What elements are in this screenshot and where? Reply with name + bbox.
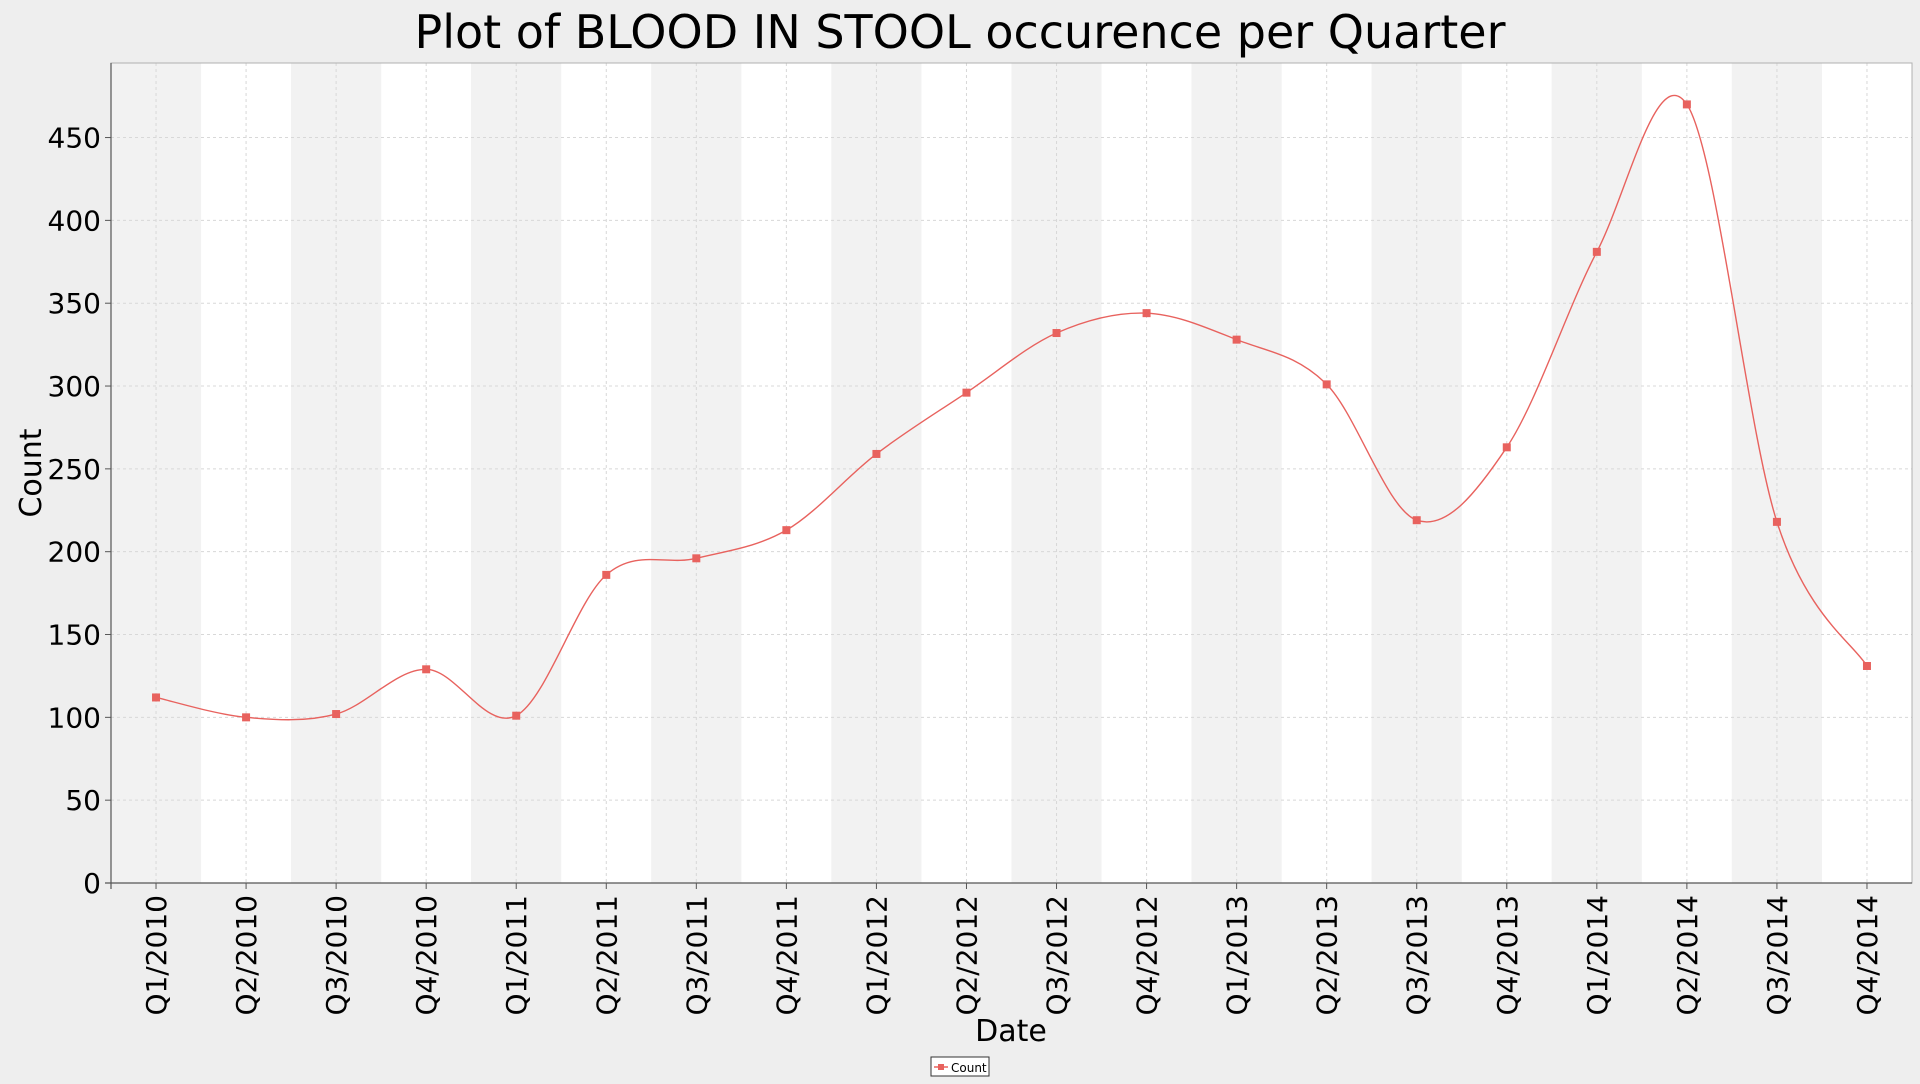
data-point-marker — [1592, 247, 1601, 256]
x-tick-label: Q3/2014 — [1761, 895, 1794, 1016]
x-tick-label: Q4/2013 — [1491, 895, 1524, 1016]
x-tick-label: Q1/2013 — [1221, 895, 1254, 1016]
y-tick-label: 250 — [48, 453, 101, 486]
data-point-marker — [1232, 335, 1241, 344]
x-tick-label: Q1/2010 — [140, 895, 173, 1016]
x-tick-label: Q1/2012 — [860, 895, 893, 1016]
x-tick-label: Q2/2014 — [1671, 895, 1704, 1016]
x-tick-label: Q4/2014 — [1851, 895, 1884, 1016]
data-point-marker — [962, 388, 971, 397]
x-tick-label: Q3/2010 — [320, 895, 353, 1016]
data-point-marker — [1412, 516, 1421, 525]
x-tick-label: Q1/2014 — [1581, 895, 1614, 1016]
x-tick-label: Q4/2011 — [770, 895, 803, 1016]
data-point-marker — [1862, 661, 1871, 670]
y-tick-label: 200 — [48, 536, 101, 569]
data-point-marker — [1142, 309, 1151, 318]
data-point-marker — [602, 570, 611, 579]
plot-bands — [111, 63, 1912, 883]
legend-box — [930, 1056, 990, 1077]
data-point-marker — [1502, 443, 1511, 452]
data-point-marker — [332, 710, 341, 719]
x-tick-label: Q2/2013 — [1311, 895, 1344, 1016]
y-tick-label: 300 — [48, 370, 101, 403]
y-tick-label: 350 — [48, 287, 101, 320]
x-tick-label: Q3/2011 — [680, 895, 713, 1016]
y-axis-ticks: 0 50 100 150 200 250 300 350 400 450 — [48, 122, 111, 900]
x-tick-label: Q3/2013 — [1401, 895, 1434, 1016]
y-tick-label: 400 — [48, 204, 101, 237]
data-point-marker — [152, 693, 161, 702]
x-tick-label: Q2/2011 — [590, 895, 623, 1016]
y-tick-label: 50 — [65, 784, 101, 817]
y-tick-label: 100 — [48, 701, 101, 734]
series-line — [155, 94, 1868, 721]
x-tick-label: Q1/2011 — [500, 895, 533, 1016]
x-tick-label: Q4/2012 — [1131, 895, 1164, 1016]
x-axis-label: Date — [975, 1014, 1047, 1049]
data-point-marker — [512, 711, 521, 720]
legend: Count — [930, 1056, 990, 1077]
y-axis-label: Count — [14, 428, 49, 517]
y-tick-label: 450 — [48, 122, 101, 155]
data-point-marker — [692, 554, 701, 563]
data-point-marker — [872, 449, 881, 458]
data-point-marker — [422, 665, 431, 674]
x-tick-label: Q2/2012 — [950, 895, 983, 1016]
y-tick-label: 150 — [48, 619, 101, 652]
axes — [105, 63, 1912, 889]
data-point-marker — [1772, 517, 1781, 526]
legend-marker-swatch — [938, 1064, 944, 1070]
y-tick-label: 0 — [83, 867, 101, 900]
grid-lines — [111, 63, 1912, 884]
series-layer — [152, 94, 1871, 722]
data-point-marker — [782, 526, 791, 535]
chart-title: Plot of BLOOD IN STOOL occurence per Qua… — [414, 5, 1505, 59]
data-point-marker — [1322, 380, 1331, 389]
x-tick-label: Q2/2010 — [230, 895, 263, 1016]
legend-label: Count — [951, 1061, 987, 1075]
x-axis-ticks: Q1/2010 Q2/2010 Q3/2010 Q4/2010 Q1/2011 Q2/20… — [140, 883, 1884, 1016]
data-point-marker — [242, 713, 251, 722]
data-point-marker — [1682, 100, 1691, 109]
data-point-marker — [1052, 329, 1061, 338]
x-tick-label: Q3/2012 — [1041, 895, 1074, 1016]
x-tick-label: Q4/2010 — [410, 895, 443, 1016]
